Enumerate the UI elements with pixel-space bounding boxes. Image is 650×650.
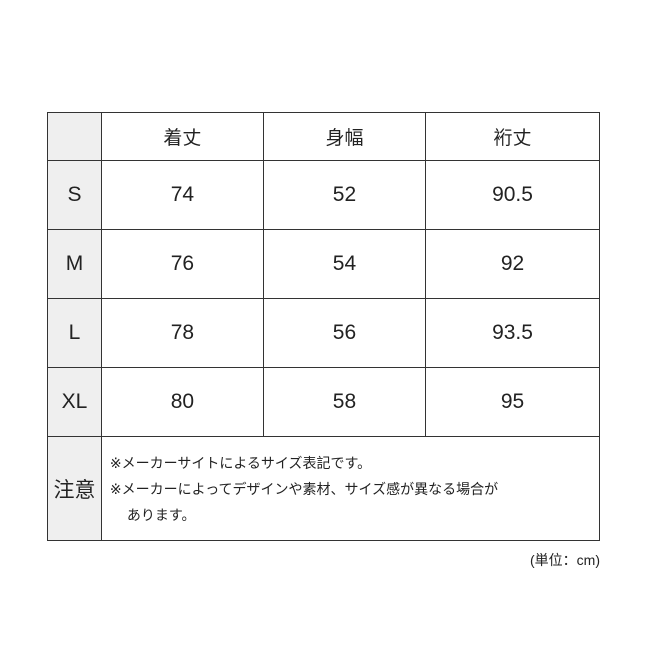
cell: 56 [262, 298, 427, 368]
note-line: ※メーカーサイトによるサイズ表記です。 [109, 454, 372, 471]
cell: 95 [425, 367, 600, 437]
note-line: ※メーカーによってデザインや素材、サイズ感が異なる場合が [109, 480, 499, 497]
note-row: 注意 ※メーカーサイトによるサイズ表記です。 ※メーカーによってデザインや素材、… [47, 436, 601, 541]
note-text: ※メーカーサイトによるサイズ表記です。 ※メーカーによってデザインや素材、サイズ… [100, 436, 601, 541]
size-table: 着丈 身幅 裄丈 S 74 52 90.5 M 76 54 92 L 78 56… [47, 112, 601, 541]
size-label: L [47, 298, 102, 368]
cell: 92 [425, 229, 600, 299]
unit-label: (単位：cm) [530, 552, 600, 568]
header-length: 着丈 [100, 112, 264, 161]
note-label: 注意 [47, 436, 102, 541]
cell: 90.5 [425, 160, 600, 230]
cell: 52 [262, 160, 427, 230]
cell: 78 [100, 298, 264, 368]
cell: 80 [100, 367, 264, 437]
header-sleeve: 裄丈 [425, 112, 600, 161]
table-row: XL 80 58 95 [47, 367, 600, 437]
table-row: L 78 56 93.5 [47, 298, 600, 368]
cell: 93.5 [425, 298, 600, 368]
size-label: M [47, 229, 102, 299]
cell: 76 [100, 229, 264, 299]
header-width: 身幅 [262, 112, 427, 161]
cell: 54 [262, 229, 427, 299]
table-row: M 76 54 92 [47, 229, 600, 299]
size-label: S [47, 160, 102, 230]
cell: 58 [262, 367, 427, 437]
note-line: あります。 [126, 506, 196, 523]
cell: 74 [100, 160, 264, 230]
header-corner [47, 112, 102, 161]
header-row: 着丈 身幅 裄丈 [47, 112, 600, 161]
size-label: XL [47, 367, 102, 437]
table-row: S 74 52 90.5 [47, 160, 600, 230]
